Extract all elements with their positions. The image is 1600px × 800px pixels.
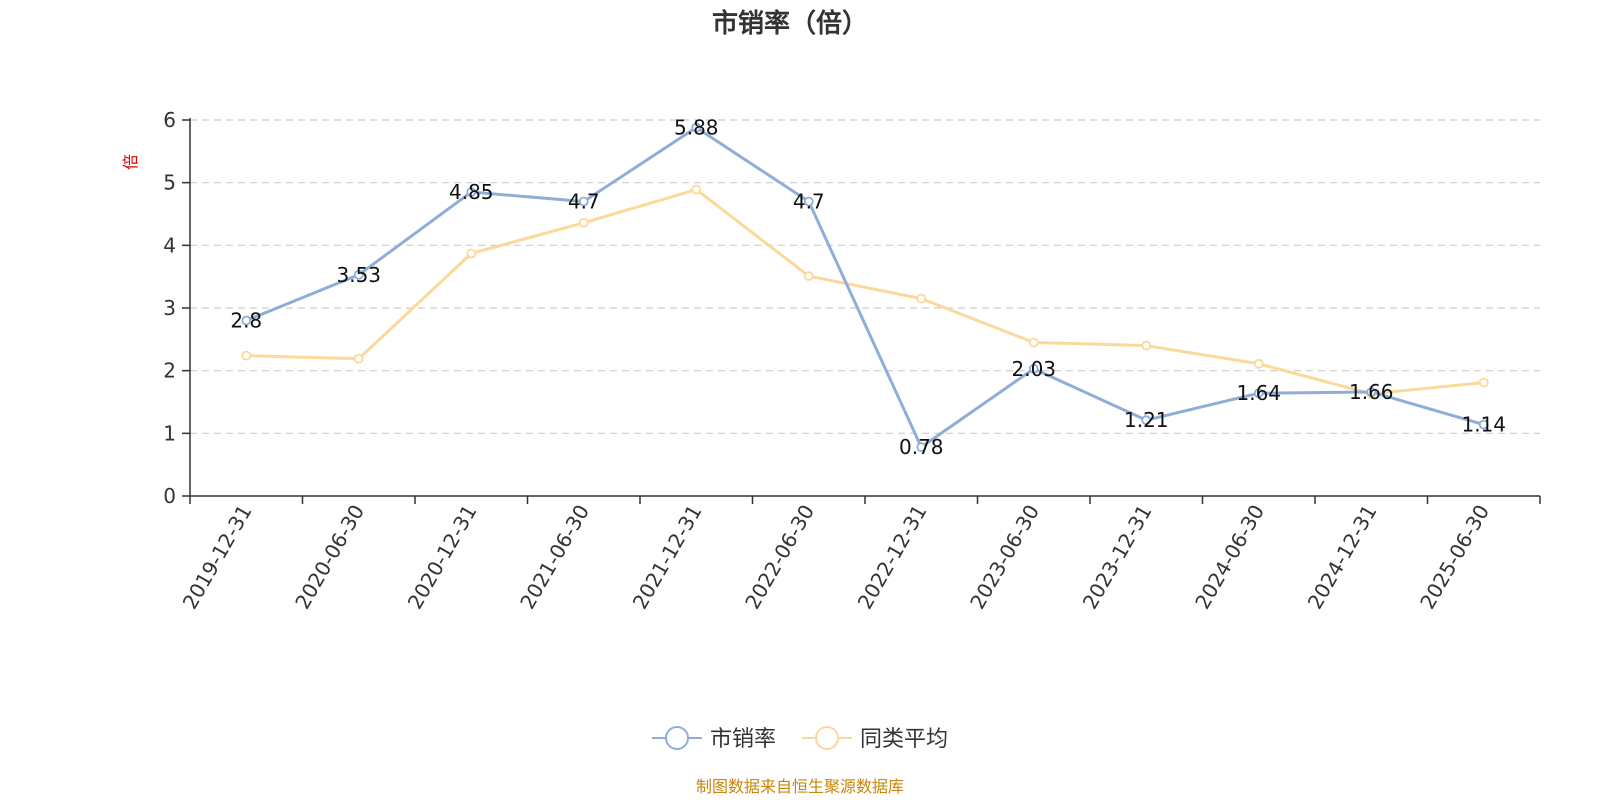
data-point xyxy=(1028,337,1039,348)
y-tick-label: 3 xyxy=(163,296,176,320)
axes: 0 1 2 3 4 5 6 2019-12-31 2020-06-30 2020-12-31 202… xyxy=(163,108,1541,614)
data-point xyxy=(1028,363,1039,374)
data-point xyxy=(803,271,814,281)
data-point xyxy=(803,196,814,207)
data-point xyxy=(1141,415,1152,426)
x-tick-label: 2020-06-30 xyxy=(290,501,369,614)
x-tick-label: 2022-06-30 xyxy=(740,501,819,614)
legend-label: 市销率 xyxy=(710,727,776,752)
data-point xyxy=(1253,358,1264,369)
data-point xyxy=(241,315,252,326)
data-point xyxy=(691,122,702,133)
data-label: 1.66 xyxy=(1349,380,1394,404)
data-label: 5.88 xyxy=(674,116,719,140)
y-tick-label: 5 xyxy=(163,171,176,195)
x-tick-label: 2022-12-31 xyxy=(853,501,932,614)
legend-label: 同类平均 xyxy=(860,727,948,752)
data-point xyxy=(1141,340,1152,351)
data-point xyxy=(353,353,364,364)
data-point xyxy=(353,269,364,280)
legend-marker xyxy=(665,726,689,750)
legend-item: 市销率 xyxy=(652,726,776,752)
data-point xyxy=(241,350,252,361)
x-tick-label: 2021-12-31 xyxy=(628,501,707,614)
data-label: 1.64 xyxy=(1236,381,1281,405)
data-point xyxy=(466,187,477,197)
data-label: 4.7 xyxy=(793,189,825,213)
data-point xyxy=(1253,388,1264,399)
y-tick-label: 1 xyxy=(163,421,176,445)
legend-item: 同类平均 xyxy=(802,726,948,752)
data-point xyxy=(1366,387,1377,397)
legend-marker xyxy=(815,726,839,750)
data-label: 2.03 xyxy=(1011,357,1056,381)
data-point xyxy=(1478,419,1489,430)
y-tick-label: 6 xyxy=(163,108,176,132)
x-tick-label: 2025-06-30 xyxy=(1415,501,1494,614)
y-tick-label: 2 xyxy=(163,359,176,383)
x-tick-label: 2023-06-30 xyxy=(965,501,1044,614)
data-point xyxy=(578,196,589,207)
y-axis-label: 倍 xyxy=(121,154,140,170)
data-label: 0.78 xyxy=(899,435,944,459)
data-point xyxy=(916,293,927,304)
data-label: 4.7 xyxy=(568,189,600,213)
x-tick-label: 2023-12-31 xyxy=(1078,501,1157,614)
series-line-ps-ratio xyxy=(245,126,1485,449)
data-label: 1.14 xyxy=(1461,413,1506,437)
grid-lines xyxy=(190,119,1540,434)
data-label: 1.21 xyxy=(1124,408,1169,432)
x-tick-label: 2024-12-31 xyxy=(1303,501,1382,614)
data-point xyxy=(1478,377,1489,388)
x-tick-label: 2020-12-31 xyxy=(403,501,482,614)
data-label: 2.8 xyxy=(230,309,262,333)
data-label: 4.85 xyxy=(449,180,494,204)
legend: 市销率 同类平均 xyxy=(652,726,948,752)
source-note: 制图数据来自恒生聚源数据库 xyxy=(696,777,904,796)
data-point xyxy=(578,217,589,228)
data-label: 3.53 xyxy=(336,263,381,287)
data-point xyxy=(691,184,702,195)
data-point xyxy=(916,442,927,453)
data-point xyxy=(466,248,477,259)
data-labels: 2.8 3.53 4.85 4.7 5.88 4.7 0.78 2.03 1.21 1.64 1.6… xyxy=(230,116,1506,460)
y-tick-label: 0 xyxy=(163,484,176,508)
series-layer xyxy=(241,122,1489,453)
y-tick-label: 4 xyxy=(163,233,176,257)
chart-title: 市销率（倍） xyxy=(712,8,868,39)
x-tick-label: 2021-06-30 xyxy=(515,501,594,614)
x-tick-label: 2024-06-30 xyxy=(1190,501,1269,614)
series-line-peer-average xyxy=(246,188,1484,396)
x-tick-label: 2019-12-31 xyxy=(178,501,257,614)
